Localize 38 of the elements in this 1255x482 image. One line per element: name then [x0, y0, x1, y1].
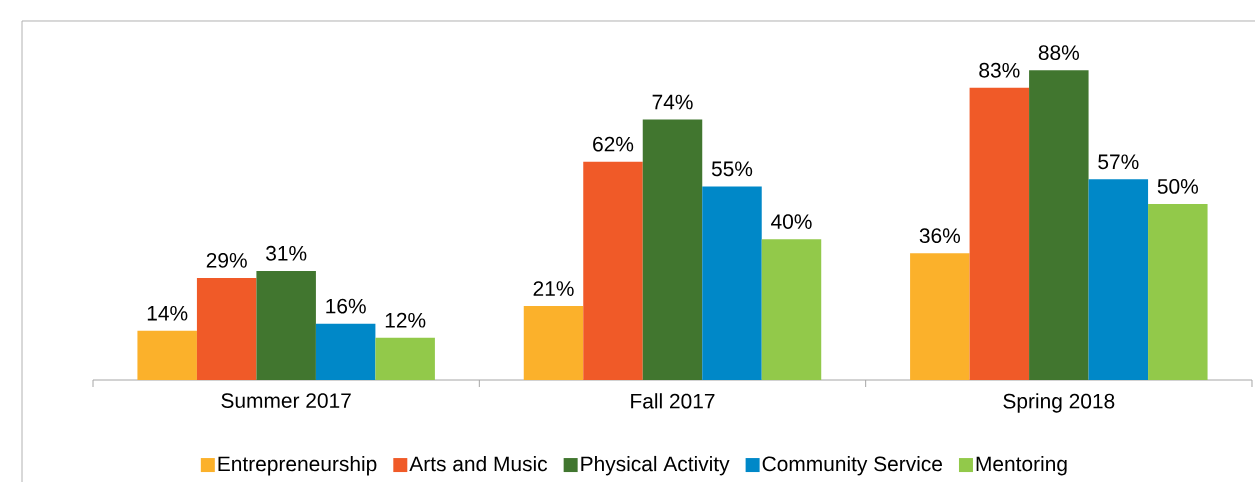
data-label: 31% — [266, 245, 307, 261]
data-label: 50% — [1157, 178, 1198, 194]
data-label: 16% — [326, 298, 366, 314]
legend-label: Arts and Music — [409, 455, 548, 472]
data-label: 55% — [711, 161, 753, 177]
data-label: 21% — [533, 281, 574, 296]
bar — [523, 306, 584, 380]
data-label: 40% — [771, 214, 812, 230]
data-label: 29% — [206, 252, 247, 268]
data-label: 14% — [147, 305, 188, 321]
bar — [256, 270, 316, 380]
legend-label: Mentoring — [976, 455, 1067, 476]
x-tick-label: Spring 2018 — [1003, 393, 1115, 413]
bar — [196, 277, 257, 380]
data-label: 36% — [919, 228, 961, 244]
bar — [583, 161, 643, 380]
legend-label: Physical Activity — [581, 455, 730, 476]
bar — [761, 239, 822, 380]
bar — [1088, 179, 1149, 380]
bar — [642, 119, 703, 380]
x-tick-label: Summer 2017 — [221, 393, 351, 408]
data-label: 62% — [593, 136, 634, 152]
bar — [702, 186, 762, 380]
x-tick-label: Fall 2017 — [631, 393, 715, 409]
bar — [1029, 70, 1089, 380]
bar — [375, 337, 435, 380]
data-label: 88% — [1038, 45, 1080, 61]
bar — [910, 253, 970, 380]
bar — [137, 330, 197, 380]
legend-label: Community Service — [762, 455, 942, 476]
data-label: 74% — [652, 94, 693, 110]
legend-label: Entrepreneurship — [218, 455, 377, 476]
bar — [315, 323, 376, 380]
data-label: 83% — [979, 62, 1020, 78]
bar — [1148, 204, 1208, 380]
data-label: 12% — [385, 312, 426, 328]
data-label: 57% — [1098, 154, 1139, 170]
bar — [969, 87, 1030, 380]
